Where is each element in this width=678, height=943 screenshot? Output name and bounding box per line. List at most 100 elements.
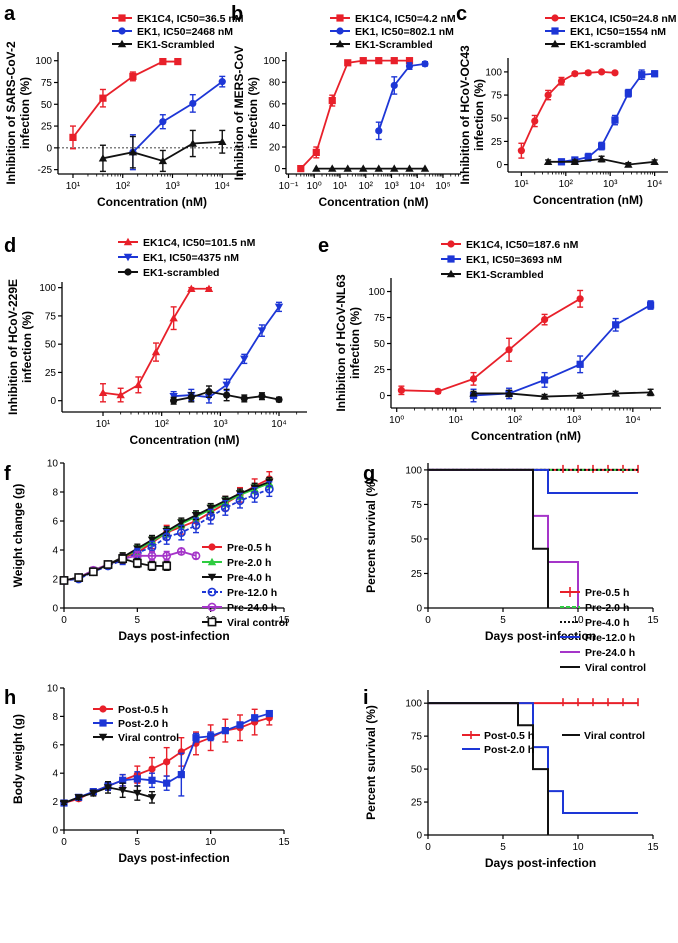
legend-label: Viral control [118,732,179,744]
data-point [397,386,405,394]
x-tick-label: 0 [425,842,431,853]
data-point [74,794,83,802]
legend: Post-0.5 h Post-2.0 h Viral control [93,704,179,744]
y-axis-label: Inhibition of HCoV-OC43 [458,45,472,185]
legend-marker [118,14,126,22]
data-point [557,77,566,85]
data-point [390,57,398,65]
data-point [297,165,305,173]
x-tick-label: 0 [61,837,67,848]
legend-label: Pre-24.0 h [227,602,277,614]
x-tick-label: 10¹ [66,181,81,192]
x-tick-label: 10⁻¹ [279,181,299,192]
survival-line [428,702,549,835]
data-point [265,709,273,718]
legend-label: EK1, IC50=1554 nM [570,26,666,38]
x-axis-label: Concentration (nM) [471,429,581,443]
series [397,289,584,396]
series [375,60,429,141]
panel-c: c 0 25 50 75 100 10¹ 10² 10³ 10⁴ Concentration (nM… [456,3,677,207]
x-tick-label: 10² [508,415,523,426]
x-tick-label: 10² [359,181,374,192]
data-point [611,389,620,397]
data-point [544,91,552,99]
x-tick-label: 10³ [603,179,618,190]
panel-letter: a [4,3,16,25]
x-tick-label: 10⁴ [625,415,640,426]
panel-letter: d [4,235,16,257]
legend-label: EK1, IC50=4375 nM [143,252,239,264]
series [59,553,172,585]
data-point [74,573,84,582]
y-tick-label: 0 [496,160,502,171]
data-point [540,392,549,400]
y-tick-label: 20 [269,143,281,154]
x-tick-label: 10¹ [333,181,348,192]
x-tick-label: 10 [572,842,584,853]
x-tick-label: 10² [559,179,574,190]
x-tick-label: 10³ [213,419,228,430]
y-tick-label: 10 [47,684,59,695]
x-tick-label: 10¹ [514,179,529,190]
y-axis-label: infection (%) [348,307,362,379]
data-point [571,70,579,78]
panel-d: d 0 25 50 75 100 10¹ 10² 10³ 10⁴ Concentration (nM… [4,235,307,447]
series-line [72,60,178,138]
data-point [191,551,201,561]
legend-label: EK1-Scrambled [355,39,433,51]
data-point [176,547,186,556]
data-point [147,536,157,545]
data-point [148,776,156,784]
data-point [374,164,383,172]
data-point [517,147,525,155]
panel-letter: i [363,687,369,709]
y-tick-label: 75 [45,311,57,322]
legend-label: EK1, IC50=802.1 nM [355,26,454,38]
data-point [505,346,513,354]
x-tick-label: 5 [135,837,141,848]
data-point [162,532,172,542]
legend-label: Pre-12.0 h [227,587,277,599]
data-point [59,576,69,585]
legend-marker [123,237,133,246]
legend-marker [336,14,344,22]
data-point [405,57,414,65]
y-axis-label: Inhibition of MERS-CoV [232,46,246,181]
y-tick-label: 100 [368,287,385,298]
y-tick-label: 6 [52,740,58,751]
data-point [158,156,168,165]
data-point [531,117,539,125]
legend-label: Post-0.5 h [484,730,534,742]
y-tick-label: 100 [35,56,52,67]
data-point [597,154,606,163]
data-point [98,154,108,162]
y-tick-label: 0 [52,604,58,615]
data-point [205,388,213,396]
y-tick-label: 0 [274,164,280,175]
legend-marker [207,617,217,627]
data-point [133,789,142,798]
panel-letter: c [456,3,467,25]
legend-marker [207,587,217,597]
panel-letter: e [318,235,329,257]
legend-label: Post-2.0 h [484,744,534,756]
legend-label: Pre-2.0 h [585,602,629,614]
x-tick-label: 0 [425,615,431,626]
legend-marker [446,269,456,278]
y-tick-label: 25 [491,137,503,148]
data-point [187,284,196,292]
x-tick-label: 5 [500,842,506,853]
y-tick-label: 25 [45,368,57,379]
x-tick-label: 5 [500,615,506,626]
data-point [220,503,230,513]
legend-label: EK1, IC50=2468 nM [137,26,233,38]
panel-e: e 0 25 50 75 100 10⁰ 10¹ 10² 10³ 10⁴ Concentration … [318,235,661,443]
x-tick-label: 10¹ [449,415,464,426]
series-line [132,80,223,153]
data-point [258,392,266,400]
x-tick-label: 10 [572,615,584,626]
